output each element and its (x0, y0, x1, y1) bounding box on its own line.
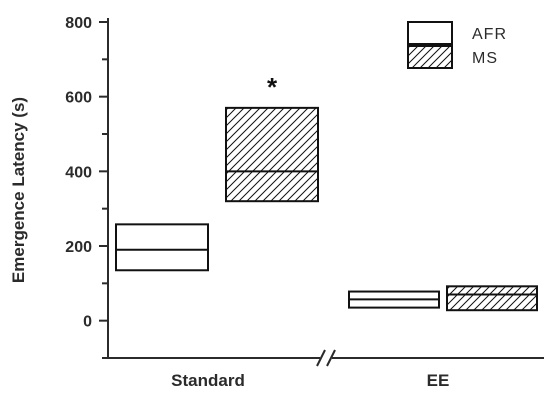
legend-swatch-afr (407, 21, 453, 45)
y-axis-title: Emergence Latency (s) (9, 97, 28, 283)
box-ms-ee (446, 285, 538, 312)
x-category-label: EE (427, 371, 450, 390)
y-tick-label: 400 (65, 164, 92, 181)
legend-label-afr: AFR (472, 26, 507, 43)
legend-label-ms: MS (472, 50, 498, 67)
legend-swatch-ms (407, 45, 453, 69)
axes: 0 200 400 600 800 Emergence Latency (s) Standa… (9, 15, 544, 390)
legend: AFR MS (407, 21, 507, 69)
y-tick-label: 600 (65, 90, 92, 107)
y-tick-label: 0 (83, 314, 92, 331)
x-category-label: Standard (171, 371, 245, 390)
y-tick-label: 800 (65, 15, 92, 32)
significance-star: * (267, 72, 278, 102)
plot-area: * (115, 72, 538, 312)
axis-break-mark (316, 349, 326, 367)
box-ms-standard (225, 106, 319, 203)
axis-break-mark (326, 349, 336, 367)
box-afr-standard (115, 223, 209, 272)
y-tick-label: 200 (65, 239, 92, 256)
